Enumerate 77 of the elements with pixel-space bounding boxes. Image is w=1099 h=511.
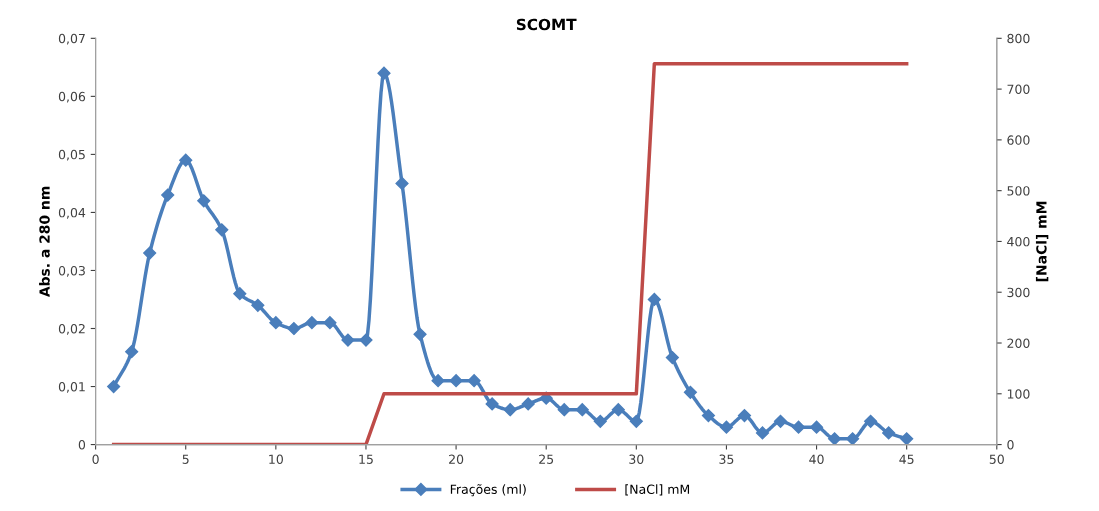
- x-tick-label: 40: [809, 454, 824, 464]
- point: [846, 432, 860, 445]
- point: [215, 223, 229, 237]
- y2-tick-label: 100: [1007, 389, 1030, 399]
- point: [737, 408, 752, 423]
- point: [143, 246, 157, 260]
- point: [341, 333, 355, 347]
- point: [485, 397, 499, 411]
- y-axis-title: Abs. a 280 nm: [39, 186, 50, 298]
- point: [719, 420, 734, 434]
- y2-tick-label: 200: [1007, 338, 1030, 348]
- y2-tick-label: 800: [1007, 33, 1030, 44]
- point: [179, 153, 193, 167]
- point: [683, 385, 697, 399]
- point: [557, 403, 571, 417]
- point: [629, 414, 643, 428]
- point: [701, 408, 716, 423]
- point: [900, 432, 914, 445]
- point: [575, 403, 589, 417]
- point: [107, 379, 121, 394]
- y2-tick-label: 300: [1007, 287, 1030, 298]
- point: [251, 298, 265, 312]
- x-tick-label: 15: [359, 454, 373, 464]
- y-tick-label: 0,04: [58, 207, 86, 219]
- y2-tick-label: 400: [1007, 236, 1030, 247]
- point: [287, 321, 301, 336]
- point: [413, 327, 427, 341]
- point: [395, 176, 409, 191]
- point: [503, 403, 517, 417]
- x-tick-label: 25: [539, 454, 554, 464]
- point: [809, 420, 824, 434]
- legend-label: [NaCl] mM: [625, 484, 690, 496]
- point: [305, 316, 319, 330]
- x-tick-label: 45: [899, 454, 914, 464]
- y-tick-label: 0,03: [58, 265, 85, 277]
- y-tick-label: 0,01: [58, 382, 85, 393]
- point: [773, 414, 788, 428]
- point: [359, 333, 373, 347]
- x-tick-label: 10: [269, 454, 283, 464]
- y-tick-label: 0,07: [58, 33, 85, 45]
- chart-title: SCOMT: [516, 18, 577, 31]
- x-tick-label: 30: [629, 454, 644, 464]
- x-tick-label: 50: [989, 454, 1004, 464]
- y2-axis-title: [NaCl] mM: [1035, 201, 1049, 282]
- y-tick-label: 0,05: [58, 149, 85, 161]
- point: [197, 194, 211, 208]
- point: [467, 374, 481, 388]
- x-tick-label: 5: [182, 454, 189, 464]
- point: [323, 316, 337, 330]
- point: [125, 345, 139, 359]
- x-tick-label: 20: [449, 454, 464, 464]
- y2-tick-label: 500: [1007, 186, 1030, 196]
- point: [882, 426, 896, 440]
- point: [593, 414, 607, 428]
- x-tick-label: 0: [92, 454, 99, 464]
- point: [665, 350, 679, 365]
- point: [161, 188, 175, 202]
- y-tick-label: 0: [78, 440, 86, 450]
- point: [864, 414, 878, 428]
- y2-tick-label: 700: [1007, 84, 1030, 95]
- point: [449, 374, 463, 388]
- y2-tick-label: 600: [1007, 135, 1030, 145]
- point: [755, 426, 770, 440]
- y2-tick-label: 0: [1007, 440, 1014, 450]
- point: [269, 316, 283, 330]
- point: [233, 287, 247, 301]
- point: [611, 403, 625, 417]
- point: [521, 397, 535, 411]
- point: [647, 292, 661, 307]
- legend-label: Frações (ml): [450, 484, 526, 497]
- point: [827, 432, 842, 445]
- y-tick-label: 0,02: [58, 323, 85, 335]
- point: [377, 66, 391, 80]
- point: [791, 420, 806, 434]
- point: [431, 374, 445, 388]
- x-tick-label: 35: [719, 454, 734, 464]
- y-tick-label: 0,06: [58, 91, 86, 103]
